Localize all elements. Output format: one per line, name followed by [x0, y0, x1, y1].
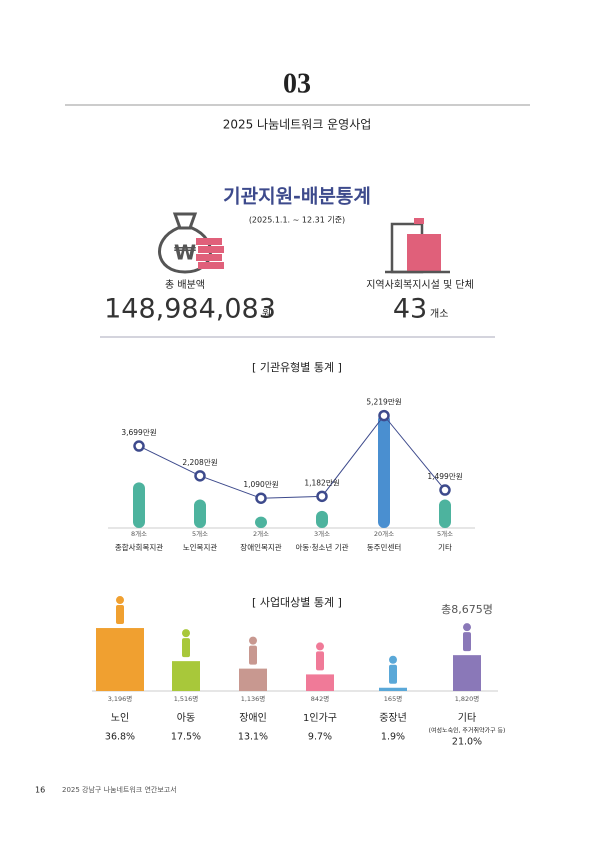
bar — [378, 414, 390, 528]
share-label: 21.0% — [452, 737, 482, 748]
bar-label: 1,136명 — [241, 694, 266, 703]
line-point — [439, 484, 451, 496]
line-point — [316, 490, 328, 503]
bar — [133, 482, 145, 528]
bar — [255, 516, 267, 528]
line — [138, 414, 446, 499]
bar — [239, 668, 267, 691]
svg-text:₩: ₩ — [174, 241, 196, 265]
bar-label: 1,820명 — [455, 694, 480, 703]
bar — [194, 499, 206, 528]
person-icon — [249, 645, 257, 665]
page-number: 16 — [35, 786, 45, 795]
point-label: 5,219만원 — [366, 398, 401, 407]
bar-label: 5개소 — [192, 529, 208, 538]
point-label: 1,499만원 — [427, 472, 462, 481]
total: 총8,675명 — [441, 603, 493, 616]
share-label: 36.8% — [105, 732, 135, 743]
share-label: 1.9% — [381, 732, 405, 743]
bar-label: 165명 — [384, 694, 402, 703]
person-icon — [389, 664, 397, 684]
category-label: 장애인복지관 — [240, 542, 281, 552]
amount-label: 총 배분액 — [165, 279, 205, 291]
person-icon — [316, 642, 324, 651]
person-icon — [116, 605, 124, 625]
amount-unit: 원 — [262, 308, 271, 320]
bar-label: 3개소 — [314, 529, 330, 538]
category-label: 아동·청소년 기관 — [295, 542, 348, 552]
bar-label: 3,196명 — [108, 694, 133, 703]
share-label: 13.1% — [238, 732, 268, 743]
bar-label: 842명 — [311, 694, 329, 703]
point-label: 1,090만원 — [243, 480, 278, 489]
line-point — [133, 440, 145, 452]
category-label: 노인복지관 — [183, 542, 218, 552]
line-point — [378, 409, 390, 422]
person-icon — [463, 632, 471, 652]
person-icon — [389, 655, 397, 664]
bar — [306, 674, 334, 691]
person-icon — [316, 651, 324, 671]
bar — [439, 499, 451, 528]
bar-label: 5개소 — [437, 529, 453, 538]
category-label: 종합사회복지관 — [115, 542, 163, 552]
person-icon — [249, 636, 257, 645]
period: (2025.1.1. ~ 12.31 기준) — [249, 216, 345, 225]
bar-label: 20개소 — [374, 529, 394, 538]
bar — [96, 628, 144, 691]
subtitle: 2025 나눔네트워크 운영사업 — [223, 118, 372, 132]
category-label: 동주민센터 — [367, 542, 402, 552]
bar — [172, 661, 200, 691]
person-icon — [182, 629, 190, 638]
bar — [316, 510, 328, 528]
person-icon — [116, 596, 124, 605]
chart-title: [ 사업대상별 통계 ] — [252, 596, 342, 609]
bar — [453, 655, 481, 691]
category-label: 중장년 — [379, 712, 407, 724]
point-label: 3,699만원 — [121, 428, 156, 437]
line-point — [194, 470, 206, 482]
point-label: 1,182만원 — [304, 478, 339, 487]
section-title: 기관지원-배분통계 — [223, 186, 371, 208]
footer-title: 2025 강남구 나눔네트워크 연간보고서 — [62, 785, 177, 794]
building-icon — [385, 218, 450, 274]
share-label: 17.5% — [171, 732, 201, 743]
category-label: 기타 — [438, 543, 452, 552]
category-label: 기타 — [458, 712, 476, 724]
category-label: 아동 — [177, 712, 195, 724]
category-label: 장애인 — [239, 712, 267, 724]
person-icon — [463, 623, 471, 632]
bar — [379, 687, 407, 691]
line-point — [255, 492, 267, 504]
org-count: 43 — [393, 294, 427, 325]
amount: 148,984,083 — [104, 294, 276, 325]
chart-title: [ 기관유형별 통계 ] — [252, 361, 342, 374]
note: (여성노숙인, 주거취약가구 등) — [429, 727, 506, 735]
org-label: 지역사회복지시설 및 단체 — [366, 279, 474, 291]
bar-label: 8개소 — [131, 529, 147, 538]
bar-label: 1,516명 — [174, 694, 199, 703]
money-icon: ₩ — [158, 212, 224, 274]
category-label: 1인가구 — [303, 712, 337, 724]
category-label: 노인 — [111, 712, 129, 724]
person-icon — [182, 638, 190, 658]
share-label: 9.7% — [308, 732, 332, 743]
bar-label: 2개소 — [253, 529, 269, 538]
point-label: 2,208만원 — [182, 458, 217, 467]
org-unit: 개소 — [430, 308, 448, 320]
section-number: 03 — [283, 68, 311, 99]
